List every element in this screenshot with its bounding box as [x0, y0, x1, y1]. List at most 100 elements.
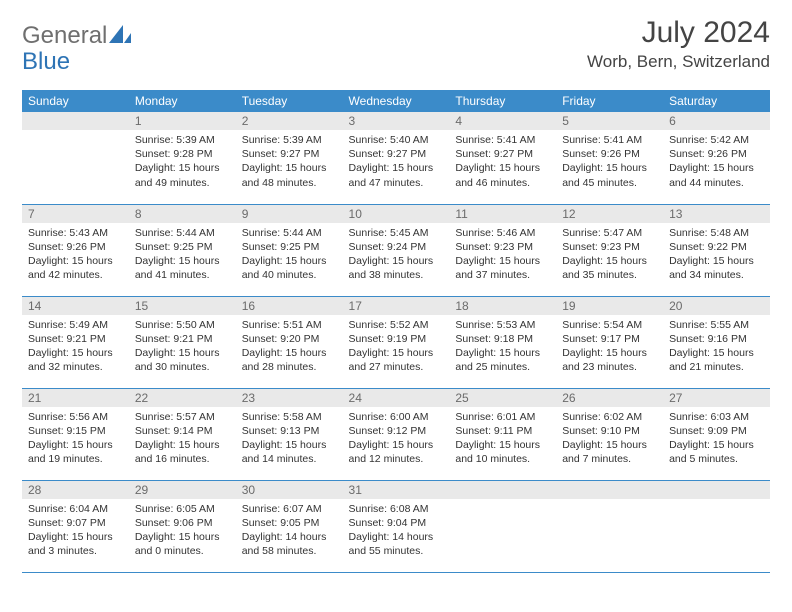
sunrise-text: Sunrise: 5:42 AM: [669, 133, 764, 147]
day-details: Sunrise: 5:53 AMSunset: 9:18 PMDaylight:…: [449, 315, 556, 380]
day-details: Sunrise: 6:07 AMSunset: 9:05 PMDaylight:…: [236, 499, 343, 564]
daylight-text: Daylight: 15 hours and 45 minutes.: [562, 161, 657, 189]
day-number: 19: [556, 297, 663, 315]
day-number: 23: [236, 389, 343, 407]
daylight-text: Daylight: 15 hours and 25 minutes.: [455, 346, 550, 374]
sunset-text: Sunset: 9:27 PM: [349, 147, 444, 161]
sunset-text: Sunset: 9:05 PM: [242, 516, 337, 530]
daylight-text: Daylight: 15 hours and 47 minutes.: [349, 161, 444, 189]
sunset-text: Sunset: 9:18 PM: [455, 332, 550, 346]
daylight-text: Daylight: 15 hours and 49 minutes.: [135, 161, 230, 189]
day-details: Sunrise: 5:51 AMSunset: 9:20 PMDaylight:…: [236, 315, 343, 380]
daylight-text: Daylight: 15 hours and 32 minutes.: [28, 346, 123, 374]
sunset-text: Sunset: 9:24 PM: [349, 240, 444, 254]
day-number: 12: [556, 205, 663, 223]
sunrise-text: Sunrise: 5:52 AM: [349, 318, 444, 332]
calendar-cell: 24Sunrise: 6:00 AMSunset: 9:12 PMDayligh…: [343, 388, 450, 480]
daylight-text: Daylight: 15 hours and 19 minutes.: [28, 438, 123, 466]
sunset-text: Sunset: 9:16 PM: [669, 332, 764, 346]
calendar-week-row: 14Sunrise: 5:49 AMSunset: 9:21 PMDayligh…: [22, 296, 770, 388]
sunset-text: Sunset: 9:26 PM: [28, 240, 123, 254]
day-details: Sunrise: 5:50 AMSunset: 9:21 PMDaylight:…: [129, 315, 236, 380]
logo-sail-icon: [109, 22, 131, 50]
sunset-text: Sunset: 9:25 PM: [135, 240, 230, 254]
day-number: 5: [556, 112, 663, 130]
calendar-cell: 30Sunrise: 6:07 AMSunset: 9:05 PMDayligh…: [236, 480, 343, 572]
sunrise-text: Sunrise: 6:07 AM: [242, 502, 337, 516]
calendar-cell: 28Sunrise: 6:04 AMSunset: 9:07 PMDayligh…: [22, 480, 129, 572]
calendar-week-row: 1Sunrise: 5:39 AMSunset: 9:28 PMDaylight…: [22, 112, 770, 204]
calendar-cell: 13Sunrise: 5:48 AMSunset: 9:22 PMDayligh…: [663, 204, 770, 296]
sunrise-text: Sunrise: 6:05 AM: [135, 502, 230, 516]
daylight-text: Daylight: 15 hours and 12 minutes.: [349, 438, 444, 466]
day-details: Sunrise: 5:58 AMSunset: 9:13 PMDaylight:…: [236, 407, 343, 472]
daylight-text: Daylight: 15 hours and 40 minutes.: [242, 254, 337, 282]
day-number: 18: [449, 297, 556, 315]
sunset-text: Sunset: 9:07 PM: [28, 516, 123, 530]
sunset-text: Sunset: 9:21 PM: [28, 332, 123, 346]
calendar-cell: 27Sunrise: 6:03 AMSunset: 9:09 PMDayligh…: [663, 388, 770, 480]
calendar-cell: 18Sunrise: 5:53 AMSunset: 9:18 PMDayligh…: [449, 296, 556, 388]
calendar-cell: 3Sunrise: 5:40 AMSunset: 9:27 PMDaylight…: [343, 112, 450, 204]
sunrise-text: Sunrise: 5:56 AM: [28, 410, 123, 424]
day-details: Sunrise: 5:41 AMSunset: 9:26 PMDaylight:…: [556, 130, 663, 195]
weekday-header: Saturday: [663, 90, 770, 112]
daylight-text: Daylight: 15 hours and 34 minutes.: [669, 254, 764, 282]
calendar-cell: 7Sunrise: 5:43 AMSunset: 9:26 PMDaylight…: [22, 204, 129, 296]
day-number: [556, 481, 663, 499]
day-number: 20: [663, 297, 770, 315]
sunrise-text: Sunrise: 5:55 AM: [669, 318, 764, 332]
daylight-text: Daylight: 15 hours and 23 minutes.: [562, 346, 657, 374]
calendar-week-row: 21Sunrise: 5:56 AMSunset: 9:15 PMDayligh…: [22, 388, 770, 480]
calendar-cell: 26Sunrise: 6:02 AMSunset: 9:10 PMDayligh…: [556, 388, 663, 480]
daylight-text: Daylight: 15 hours and 28 minutes.: [242, 346, 337, 374]
weekday-header: Monday: [129, 90, 236, 112]
day-details: Sunrise: 5:56 AMSunset: 9:15 PMDaylight:…: [22, 407, 129, 472]
sunrise-text: Sunrise: 6:01 AM: [455, 410, 550, 424]
day-number: 16: [236, 297, 343, 315]
day-details: Sunrise: 5:42 AMSunset: 9:26 PMDaylight:…: [663, 130, 770, 195]
day-number: 26: [556, 389, 663, 407]
sunset-text: Sunset: 9:10 PM: [562, 424, 657, 438]
day-details: Sunrise: 5:55 AMSunset: 9:16 PMDaylight:…: [663, 315, 770, 380]
daylight-text: Daylight: 15 hours and 5 minutes.: [669, 438, 764, 466]
sunset-text: Sunset: 9:28 PM: [135, 147, 230, 161]
sunset-text: Sunset: 9:21 PM: [135, 332, 230, 346]
calendar-cell: 14Sunrise: 5:49 AMSunset: 9:21 PMDayligh…: [22, 296, 129, 388]
sunset-text: Sunset: 9:06 PM: [135, 516, 230, 530]
sunset-text: Sunset: 9:26 PM: [669, 147, 764, 161]
calendar-cell: 1Sunrise: 5:39 AMSunset: 9:28 PMDaylight…: [129, 112, 236, 204]
daylight-text: Daylight: 15 hours and 35 minutes.: [562, 254, 657, 282]
sunrise-text: Sunrise: 6:02 AM: [562, 410, 657, 424]
calendar-cell: 23Sunrise: 5:58 AMSunset: 9:13 PMDayligh…: [236, 388, 343, 480]
sunset-text: Sunset: 9:19 PM: [349, 332, 444, 346]
sunrise-text: Sunrise: 5:48 AM: [669, 226, 764, 240]
day-number: 4: [449, 112, 556, 130]
sunrise-text: Sunrise: 5:51 AM: [242, 318, 337, 332]
day-details: Sunrise: 6:03 AMSunset: 9:09 PMDaylight:…: [663, 407, 770, 472]
calendar-cell: 22Sunrise: 5:57 AMSunset: 9:14 PMDayligh…: [129, 388, 236, 480]
day-number: 29: [129, 481, 236, 499]
day-number: 3: [343, 112, 450, 130]
calendar-cell: 12Sunrise: 5:47 AMSunset: 9:23 PMDayligh…: [556, 204, 663, 296]
weekday-header-row: Sunday Monday Tuesday Wednesday Thursday…: [22, 90, 770, 112]
sunrise-text: Sunrise: 5:44 AM: [135, 226, 230, 240]
day-details: Sunrise: 5:46 AMSunset: 9:23 PMDaylight:…: [449, 223, 556, 288]
sunset-text: Sunset: 9:12 PM: [349, 424, 444, 438]
day-details: Sunrise: 5:49 AMSunset: 9:21 PMDaylight:…: [22, 315, 129, 380]
sunset-text: Sunset: 9:27 PM: [242, 147, 337, 161]
sunrise-text: Sunrise: 5:45 AM: [349, 226, 444, 240]
sunrise-text: Sunrise: 5:39 AM: [242, 133, 337, 147]
day-details: Sunrise: 6:01 AMSunset: 9:11 PMDaylight:…: [449, 407, 556, 472]
daylight-text: Daylight: 15 hours and 42 minutes.: [28, 254, 123, 282]
day-details: Sunrise: 6:05 AMSunset: 9:06 PMDaylight:…: [129, 499, 236, 564]
sunset-text: Sunset: 9:14 PM: [135, 424, 230, 438]
sunrise-text: Sunrise: 5:46 AM: [455, 226, 550, 240]
sunrise-text: Sunrise: 5:57 AM: [135, 410, 230, 424]
calendar-cell: 10Sunrise: 5:45 AMSunset: 9:24 PMDayligh…: [343, 204, 450, 296]
calendar-body: 1Sunrise: 5:39 AMSunset: 9:28 PMDaylight…: [22, 112, 770, 572]
day-details: Sunrise: 5:47 AMSunset: 9:23 PMDaylight:…: [556, 223, 663, 288]
sunset-text: Sunset: 9:09 PM: [669, 424, 764, 438]
day-number: 8: [129, 205, 236, 223]
calendar-cell: 29Sunrise: 6:05 AMSunset: 9:06 PMDayligh…: [129, 480, 236, 572]
